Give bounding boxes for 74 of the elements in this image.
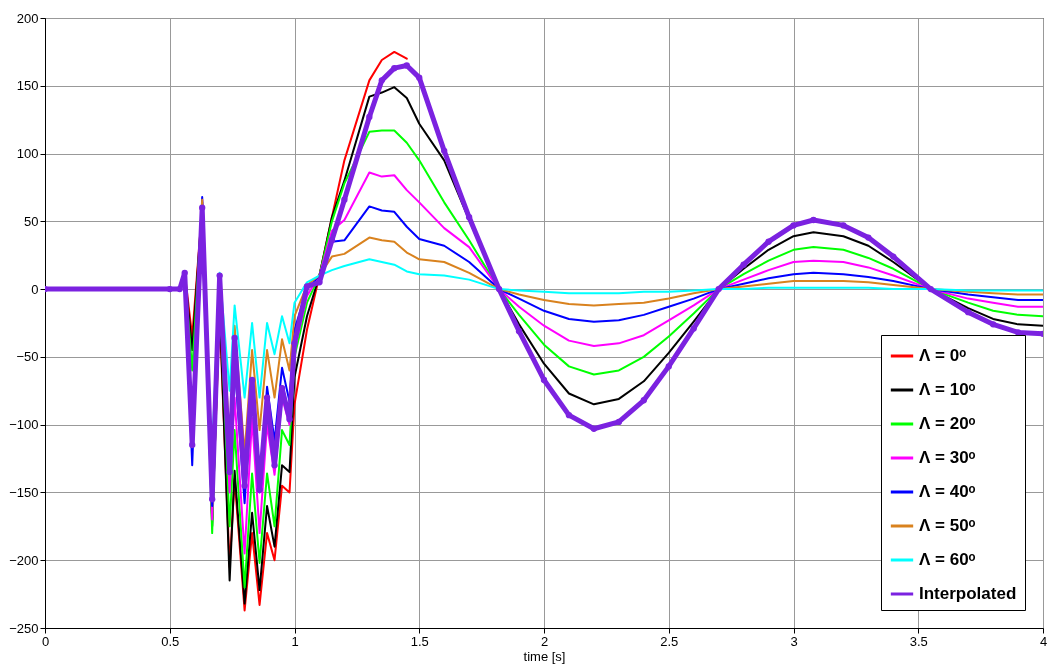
point	[403, 62, 410, 69]
point	[989, 321, 997, 328]
y-tick-label: 150	[16, 78, 39, 94]
point	[209, 496, 216, 503]
legend-label: Λ = 40ᵒ	[919, 482, 976, 501]
point	[378, 77, 385, 84]
x-tick-label: 3.5	[909, 633, 928, 649]
point	[181, 269, 188, 276]
point	[865, 234, 872, 241]
point	[1014, 329, 1022, 336]
x-tick-label: 1.5	[410, 633, 429, 649]
point	[241, 482, 248, 489]
legend-label: Interpolated	[919, 584, 1017, 603]
x-tick-label: 4	[1039, 633, 1048, 649]
y-tick-label: −250	[9, 620, 39, 636]
y-tick-label: 200	[16, 10, 39, 26]
point	[740, 261, 747, 268]
point	[328, 237, 336, 244]
point	[391, 65, 398, 72]
point	[495, 285, 503, 293]
point	[416, 74, 423, 81]
point	[189, 441, 196, 449]
y-tick-label: −50	[16, 349, 39, 365]
point	[199, 204, 206, 211]
point	[465, 214, 473, 221]
point	[271, 462, 278, 469]
point	[441, 147, 448, 154]
y-tick-label: −150	[9, 484, 39, 500]
point	[640, 397, 647, 404]
point	[890, 253, 897, 260]
x-tick-label: 0.5	[161, 633, 180, 649]
y-tick-label: −100	[9, 417, 39, 433]
point	[286, 416, 293, 423]
point	[540, 376, 548, 384]
x-tick-label: 0	[41, 633, 50, 649]
x-tick-label: 3	[790, 633, 798, 649]
point	[565, 412, 573, 419]
legend-label: Λ = 20ᵒ	[919, 414, 976, 433]
point	[927, 285, 934, 293]
x-tick-label: 2	[540, 633, 549, 649]
point	[216, 272, 223, 279]
point	[840, 222, 847, 229]
point	[263, 394, 271, 401]
point	[790, 222, 797, 229]
legend-label: Λ = 50ᵒ	[919, 516, 976, 535]
x-axis-title: time [s]	[523, 648, 566, 664]
point	[366, 113, 373, 121]
point	[590, 425, 598, 432]
point	[765, 238, 772, 245]
y-tick-label: 0	[31, 281, 39, 297]
y-tick-label: 50	[24, 213, 39, 229]
point	[303, 283, 311, 290]
x-tick-label: 2.5	[660, 633, 679, 649]
point	[515, 327, 523, 335]
legend-label: Λ = 0ᵒ	[919, 346, 967, 365]
point	[715, 285, 722, 293]
point	[166, 285, 173, 293]
point	[615, 418, 623, 426]
point	[964, 309, 972, 316]
legend-label: Λ = 10ᵒ	[919, 380, 976, 399]
point	[176, 285, 183, 293]
point	[665, 363, 672, 370]
y-tick-label: −200	[9, 552, 39, 568]
point	[256, 486, 263, 493]
point	[316, 279, 323, 286]
legend-label: Λ = 30ᵒ	[919, 448, 976, 467]
point	[291, 340, 298, 347]
y-tick-label: 100	[16, 146, 39, 162]
point	[690, 325, 697, 332]
point	[341, 196, 348, 203]
point	[248, 376, 256, 384]
point	[810, 216, 817, 224]
legend-label: Λ = 60ᵒ	[919, 550, 976, 569]
x-tick-label: 1	[291, 633, 299, 649]
